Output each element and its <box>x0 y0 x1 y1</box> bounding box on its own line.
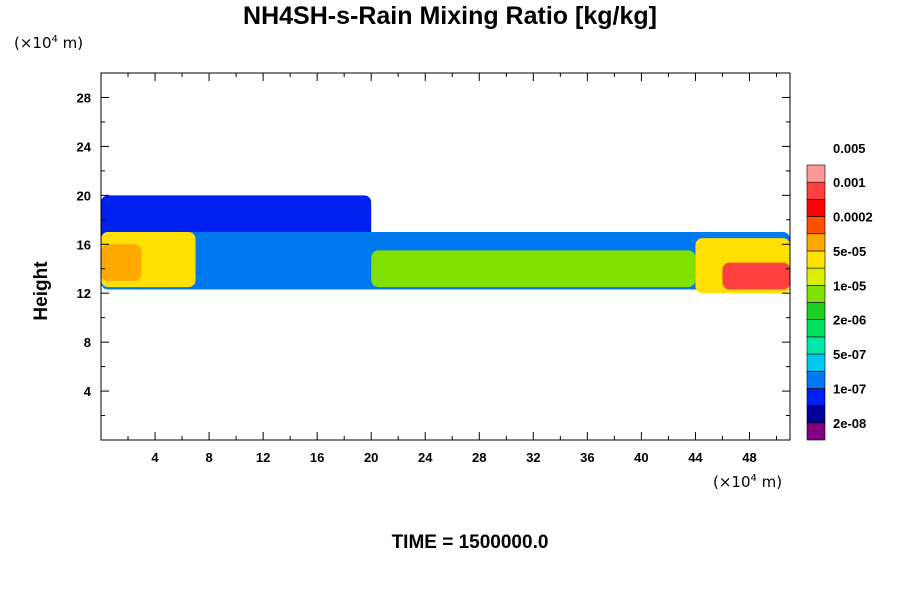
colorbar-swatch <box>806 370 826 389</box>
y-tick-label: 8 <box>84 335 91 350</box>
colorbar-swatch <box>806 199 826 217</box>
colorbar-swatch <box>806 233 826 252</box>
x-tick-label: 8 <box>205 450 212 465</box>
x-tick-label: 40 <box>634 450 648 465</box>
x-tick-label: 36 <box>580 450 594 465</box>
colorbar-label: 0.005 <box>833 141 866 156</box>
colorbar-swatch <box>806 216 826 235</box>
x-tick-label: 28 <box>472 450 486 465</box>
colorbar-swatch <box>806 336 826 355</box>
y-tick-label: 24 <box>77 139 92 154</box>
y-tick-label: 4 <box>84 384 92 399</box>
colorbar-label: 2e-06 <box>833 313 866 328</box>
x-tick-label: 16 <box>310 450 324 465</box>
y-unit-prefix: (×10 <box>14 34 52 52</box>
plot-frame <box>100 72 791 441</box>
colorbar-swatch <box>806 422 826 441</box>
colorbar-swatch <box>806 302 826 320</box>
y-unit-exponent: 4 <box>51 34 58 45</box>
colorbar-label: 5e-05 <box>833 244 866 259</box>
y-tick-label: 12 <box>77 286 91 301</box>
time-label: TIME = 1500000.0 <box>391 532 549 553</box>
colorbar-label: 5e-07 <box>833 347 866 362</box>
x-unit-exponent: 4 <box>750 473 757 484</box>
colorbar: 2e-08 1e-07 5e-07 2e-06 1e-05 5e-05 0.0002 0.00… <box>806 141 873 441</box>
colorbar-swatch <box>806 164 826 183</box>
field-region-3 <box>101 244 142 281</box>
x-tick-label: 12 <box>256 450 270 465</box>
colorbar-label: 0.001 <box>833 175 866 190</box>
y-axis-unit: (×104 m) <box>14 34 83 52</box>
y-tick-label: 16 <box>77 237 91 252</box>
colorbar-label: 1e-07 <box>833 381 866 396</box>
x-tick-label: 24 <box>418 450 433 465</box>
x-tick-label: 44 <box>688 450 703 465</box>
y-tick-label: 28 <box>77 90 91 105</box>
colorbar-swatch <box>806 181 826 200</box>
x-axis-unit: (×104 m) <box>713 473 782 491</box>
x-unit-suffix: m) <box>756 473 783 491</box>
x-tick-label: 4 <box>151 450 159 465</box>
colorbar-swatch <box>806 319 826 338</box>
y-tick-label: 20 <box>77 188 91 203</box>
y-unit-suffix: m) <box>57 34 84 52</box>
x-tick-label: 32 <box>526 450 540 465</box>
colorbar-swatch <box>806 353 826 372</box>
x-unit-prefix: (×10 <box>713 473 751 491</box>
colorbar-label: 1e-05 <box>833 278 866 293</box>
data-field <box>101 195 790 294</box>
colorbar-swatch <box>806 250 826 269</box>
chart-title: NH4SH-s-Rain Mixing Ratio [kg/kg] <box>243 2 657 30</box>
colorbar-label: 2e-08 <box>833 416 866 431</box>
colorbar-swatch <box>806 267 826 286</box>
colorbar-swatch <box>806 405 826 424</box>
colorbar-label: 0.0002 <box>833 210 873 225</box>
colorbar-swatch <box>806 285 826 303</box>
x-tick-label: 48 <box>742 450 756 465</box>
colorbar-swatch <box>806 388 826 406</box>
field-region-6 <box>722 262 790 290</box>
field-region-4 <box>371 250 696 288</box>
x-tick-label: 20 <box>364 450 378 465</box>
